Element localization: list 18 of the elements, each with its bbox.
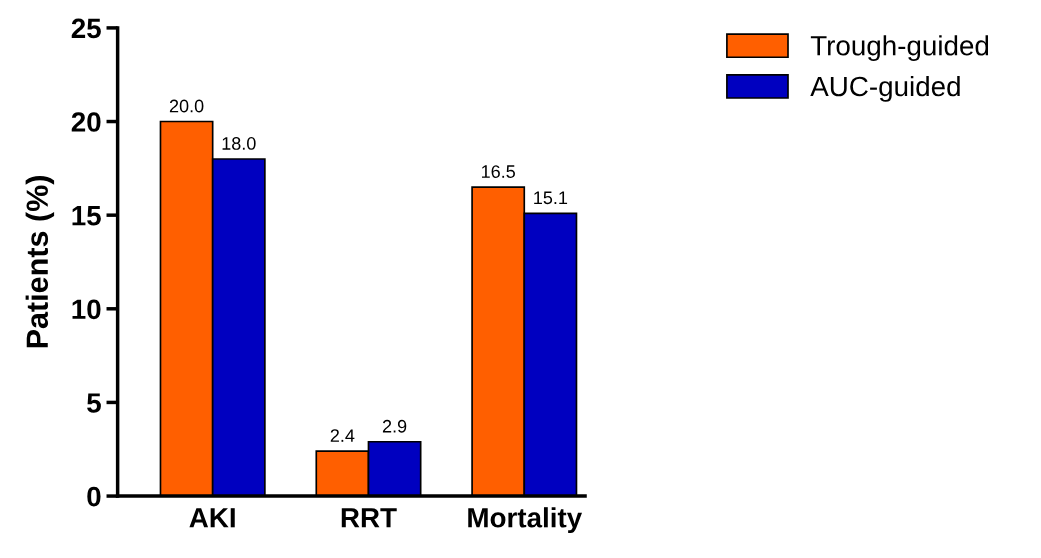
y-axis-title: Patients (%) [25,176,55,348]
data-label: 2.4 [330,429,355,442]
x-tick-label: RRT [341,508,397,528]
data-label: 18.0 [222,137,256,150]
y-tick-label: 15 [72,206,101,226]
legend-label: AUC-guided [810,75,960,102]
data-label: 16.5 [481,165,515,178]
data-label: 15.1 [534,191,568,205]
y-tick-label: 10 [72,299,101,320]
y-tick-label: 0 [87,486,101,507]
data-label: 2.9 [382,419,407,433]
y-tick-label: 25 [71,18,101,39]
x-tick-label: AKI [189,508,235,528]
y-tick-label: 5 [87,393,101,413]
x-tick-label: Mortality [468,507,583,534]
data-label: 20.0 [169,99,204,113]
legend-label: Trough-guided [810,35,989,62]
y-tick-label: 20 [71,112,101,132]
